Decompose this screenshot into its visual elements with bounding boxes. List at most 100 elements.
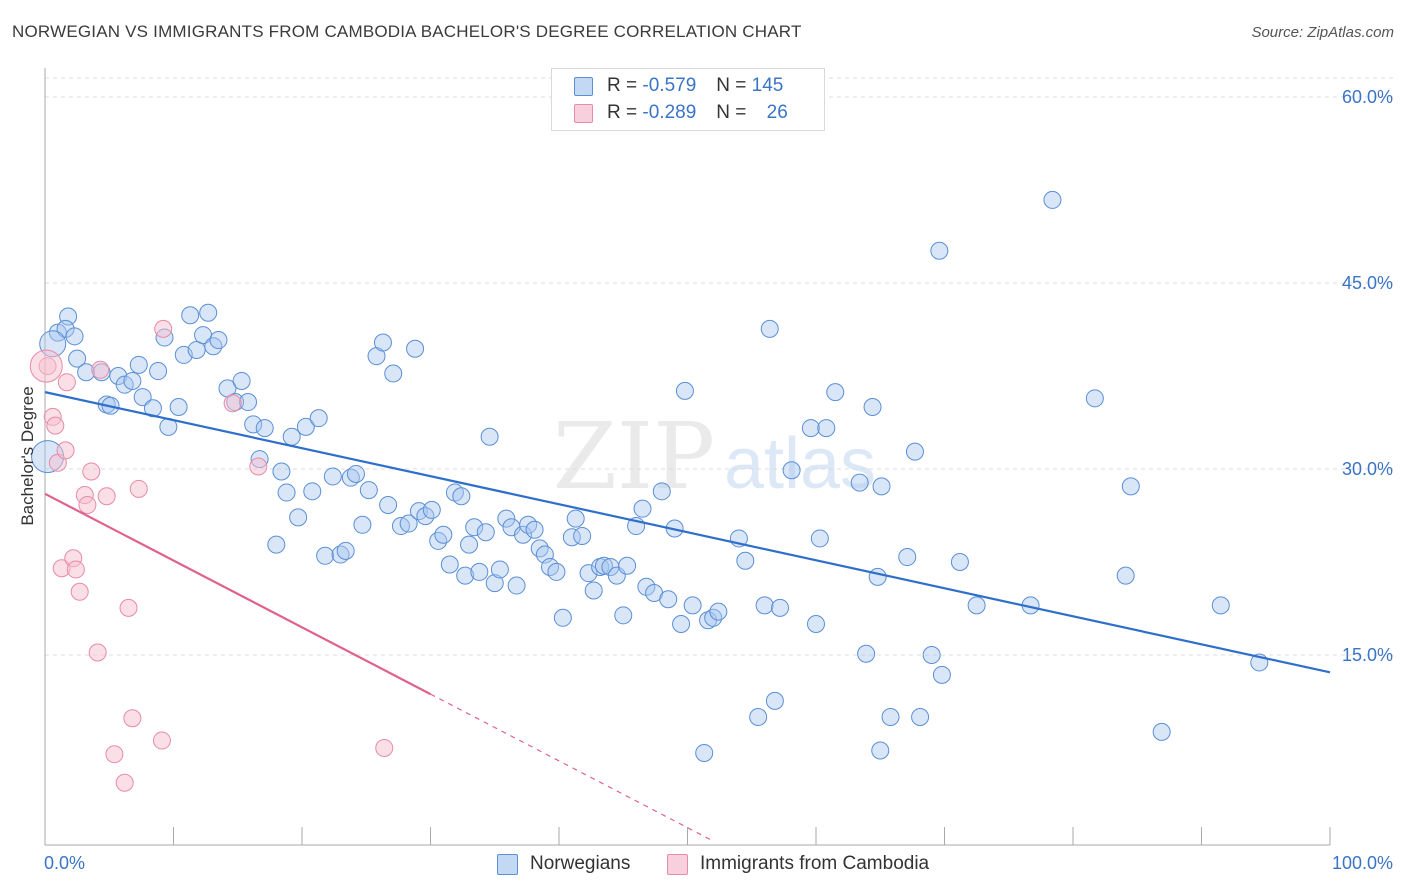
legend-row-norwegians: R = -0.579 N = 145 [552,73,783,99]
data-point-cambodia [57,373,76,392]
data-point-norwegians [566,509,585,528]
correlation-legend: R = -0.579 N = 145 R = -0.289 N = 26 [551,68,825,131]
data-point-norwegians [881,708,900,726]
data-point-norwegians [898,548,917,567]
data-point-norwegians [850,473,869,492]
y-axis-label: Bachelor's Degree [18,386,37,525]
data-point-norwegians [618,556,637,575]
data-point-norwegians [480,427,499,446]
data-point-norwegians [476,523,495,542]
data-point-norwegians [323,467,342,486]
trend-line-norwegians [44,391,1331,674]
y-tick-label: 45.0% [1342,273,1393,293]
data-point-cambodia [82,462,101,481]
data-point-norwegians [272,462,291,481]
data-point-norwegians [434,525,453,544]
data-point-norwegians [683,596,702,615]
data-point-norwegians [760,319,779,338]
data-point-norwegians [1211,596,1230,615]
data-point-norwegians [579,564,598,583]
legend-item-cambodia[interactable]: Immigrants from Cambodia [667,853,929,875]
data-point-cambodia [105,745,124,764]
data-point-norwegians [573,526,592,545]
data-point-norwegians [863,398,882,416]
data-point-cambodia [29,349,63,383]
y-tick-label: 60.0% [1342,87,1393,107]
data-point-cambodia [129,479,148,498]
data-point-norwegians [584,581,603,600]
legend-n-value: 145 [751,75,784,96]
chart-title: NORWEGIAN VS IMMIGRANTS FROM CAMBODIA BA… [12,22,802,41]
data-point-norwegians [525,520,544,539]
data-point-norwegians [868,567,887,586]
watermark-atlas: atlas [724,424,876,504]
legend-item-norwegians[interactable]: Norwegians [497,853,630,875]
data-point-norwegians [497,509,516,528]
data-point-norwegians [1152,722,1171,741]
data-point-norwegians [181,306,200,325]
data-point-cambodia [115,773,134,792]
data-point-norwegians [452,487,471,506]
data-point-norwegians [807,615,825,633]
data-point-norwegians [553,608,572,627]
data-point-norwegians [782,461,801,480]
data-point-cambodia [375,739,394,757]
data-point-norwegians [950,553,969,571]
data-point-cambodia [88,643,107,662]
trend-lines [44,391,1331,842]
data-point-norwegians [1116,566,1135,585]
data-point-norwegians [922,646,941,664]
data-point-norwegians [56,319,75,338]
legend-r-label: R = [607,75,638,96]
data-point-cambodia [78,495,97,514]
data-point-norwegians [255,419,274,438]
data-point-norwegians [905,442,924,461]
axes [44,68,1331,846]
data-point-norwegians [817,419,836,438]
data-point-norwegians [932,665,951,684]
y-tick-label: 15.0% [1342,645,1393,665]
data-point-norwegians [771,598,790,617]
source-label: Source: ZipAtlas.com [1251,24,1394,41]
data-point-norwegians [123,371,142,390]
data-point-cambodia [119,598,138,617]
data-point-norwegians [857,644,876,663]
legend-n-label: N = [716,75,747,96]
data-point-norwegians [277,483,296,502]
data-point-norwegians [652,482,671,501]
data-point-cambodia [154,319,173,338]
data-point-norwegians [303,482,322,501]
data-point-cambodia [66,560,85,579]
data-point-cambodia [70,582,89,601]
data-point-norwegians [169,398,188,416]
legend-swatch-pink [574,103,593,123]
data-point-norwegians [871,741,890,760]
data-point-norwegians [187,340,206,359]
data-point-norwegians [379,495,398,514]
gridlines [45,77,1395,656]
x-tick-label: 100.0% [1332,853,1393,873]
data-point-cambodia [97,487,116,506]
watermark-zip: ZIP [553,403,715,510]
data-point-norwegians [872,477,891,496]
data-point-norwegians [675,381,694,400]
data-point-cambodia [123,709,142,728]
data-point-norwegians [709,602,728,621]
data-point-norwegians [736,551,755,570]
legend-label-norwegians: Norwegians [530,853,631,874]
data-point-norwegians [810,529,829,548]
data-point-norwegians [672,615,691,633]
data-point-norwegians [239,393,258,412]
tick-labels: 15.0% 30.0% 45.0% 60.0% 0.0% 100.0% [44,87,1393,873]
data-point-norwegians [507,576,526,595]
data-point-norwegians [373,333,392,352]
data-point-norwegians [149,362,168,381]
trend-line-cambodia [44,492,432,696]
data-point-norwegians [399,514,418,533]
data-point-norwegians [1043,190,1062,209]
data-point-norwegians [614,606,633,625]
legend-label-cambodia: Immigrants from Cambodia [700,853,930,874]
data-point-norwegians [133,388,152,407]
data-point-norwegians [267,535,286,554]
watermark: ZIP atlas [553,403,876,510]
